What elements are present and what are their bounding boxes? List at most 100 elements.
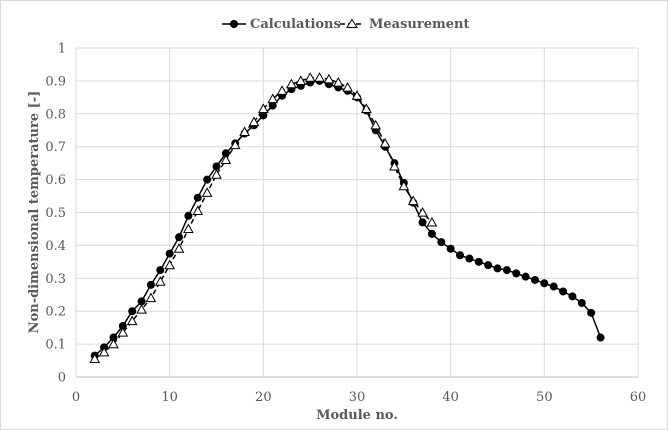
data-point-calculations — [577, 298, 586, 307]
y-tick-label: 0 — [58, 371, 66, 386]
data-point-measurement — [276, 85, 288, 95]
x-tick-label: 30 — [349, 390, 366, 405]
x-tick-label: 20 — [255, 390, 272, 405]
data-point-measurement — [239, 126, 250, 136]
legend-calculations-marker — [230, 20, 238, 28]
data-point-measurement — [108, 338, 119, 349]
grid-lines — [75, 47, 639, 378]
data-point-calculations — [146, 280, 155, 289]
data-point-measurement — [164, 259, 176, 270]
data-point-measurement — [154, 276, 166, 286]
data-point-calculations — [221, 149, 230, 158]
data-point-calculations — [259, 111, 268, 120]
legend: Calculations Measurement — [222, 17, 469, 32]
data-point-measurement — [332, 77, 344, 87]
x-tick-label: 0 — [72, 390, 80, 405]
y-tick-label: 0.4 — [45, 239, 66, 254]
y-tick-label: 0.7 — [45, 140, 66, 155]
data-point-measurement — [136, 304, 147, 314]
data-point-calculations — [427, 229, 436, 238]
x-axis-title: Module no. — [316, 408, 398, 423]
legend-label-calculations: Calculations — [250, 17, 341, 32]
data-point-measurement — [220, 154, 232, 164]
data-point-measurement — [389, 160, 400, 171]
data-point-measurement — [426, 216, 438, 227]
data-point-measurement — [295, 75, 307, 85]
data-point-calculations — [193, 193, 202, 202]
data-point-measurement — [370, 119, 382, 130]
data-point-calculations — [540, 279, 549, 288]
legend-label-measurement: Measurement — [369, 17, 469, 32]
data-point-measurement — [286, 78, 297, 89]
data-point-measurement — [323, 73, 335, 84]
data-point-calculations — [484, 261, 493, 270]
data-point-measurement — [379, 137, 391, 148]
data-point-calculations — [212, 162, 221, 171]
data-point-calculations — [559, 287, 568, 296]
data-point-calculations — [437, 238, 446, 247]
y-tick-label: 0.9 — [45, 74, 66, 89]
data-point-calculations — [118, 322, 127, 331]
data-point-calculations — [493, 264, 502, 273]
data-point-calculations — [474, 257, 483, 266]
y-tick-label: 1 — [58, 42, 66, 57]
y-tick-label: 0.6 — [45, 173, 66, 188]
data-point-calculations — [418, 218, 427, 227]
data-point-calculations — [137, 297, 146, 306]
data-point-measurement — [126, 315, 138, 326]
data-point-calculations — [203, 175, 212, 184]
data-point-measurement — [248, 116, 260, 127]
x-tick-label: 60 — [630, 390, 647, 405]
data-point-measurement — [304, 72, 316, 82]
data-point-measurement — [183, 223, 194, 234]
tick-labels: 00.10.20.30.40.50.60.70.80.910 10 20 30 40 50… — [45, 42, 646, 406]
data-point-measurement — [192, 205, 204, 215]
data-point-measurement — [173, 243, 185, 253]
data-point-measurement — [342, 81, 353, 92]
data-point-calculations — [175, 233, 184, 242]
data-point-measurement — [314, 72, 325, 82]
data-point-calculations — [456, 251, 465, 260]
data-point-measurement — [98, 346, 110, 357]
data-point-measurement — [229, 139, 241, 150]
data-point-measurement — [257, 103, 269, 113]
data-point-calculations — [465, 254, 474, 263]
data-point-calculations — [128, 307, 137, 316]
data-point-calculations — [521, 272, 530, 281]
data-point-calculations — [268, 101, 277, 110]
y-tick-label: 0.1 — [45, 338, 66, 353]
y-tick-label: 0.3 — [45, 272, 66, 287]
series-measurement — [89, 72, 438, 364]
data-point-measurement — [89, 353, 101, 364]
data-point-measurement — [398, 180, 410, 191]
data-point-measurement — [201, 187, 213, 197]
data-point-calculations — [184, 211, 193, 220]
data-point-calculations — [165, 249, 174, 258]
data-point-measurement — [407, 195, 419, 206]
data-point-measurement — [117, 327, 129, 337]
data-point-calculations — [530, 275, 539, 284]
data-point-calculations — [446, 244, 455, 253]
data-point-measurement — [145, 292, 157, 303]
x-tick-label: 50 — [536, 390, 553, 405]
data-point-measurement — [417, 206, 428, 217]
data-point-calculations — [156, 266, 165, 275]
data-point-calculations — [587, 308, 596, 317]
data-point-measurement — [267, 93, 279, 104]
x-tick-label: 40 — [442, 390, 459, 405]
y-tick-label: 0.5 — [45, 206, 66, 221]
data-point-calculations — [596, 333, 605, 342]
legend-measurement-marker — [346, 18, 358, 28]
data-point-calculations — [568, 292, 577, 301]
data-point-calculations — [512, 269, 521, 278]
data-point-measurement — [351, 90, 363, 100]
x-tick-label: 10 — [161, 390, 178, 405]
y-tick-label: 0.8 — [45, 107, 66, 122]
data-point-measurement — [361, 103, 372, 113]
y-axis-title: Non-dimensional temperature [-] — [27, 91, 42, 334]
data-point-calculations — [109, 333, 118, 342]
data-series — [89, 72, 605, 364]
